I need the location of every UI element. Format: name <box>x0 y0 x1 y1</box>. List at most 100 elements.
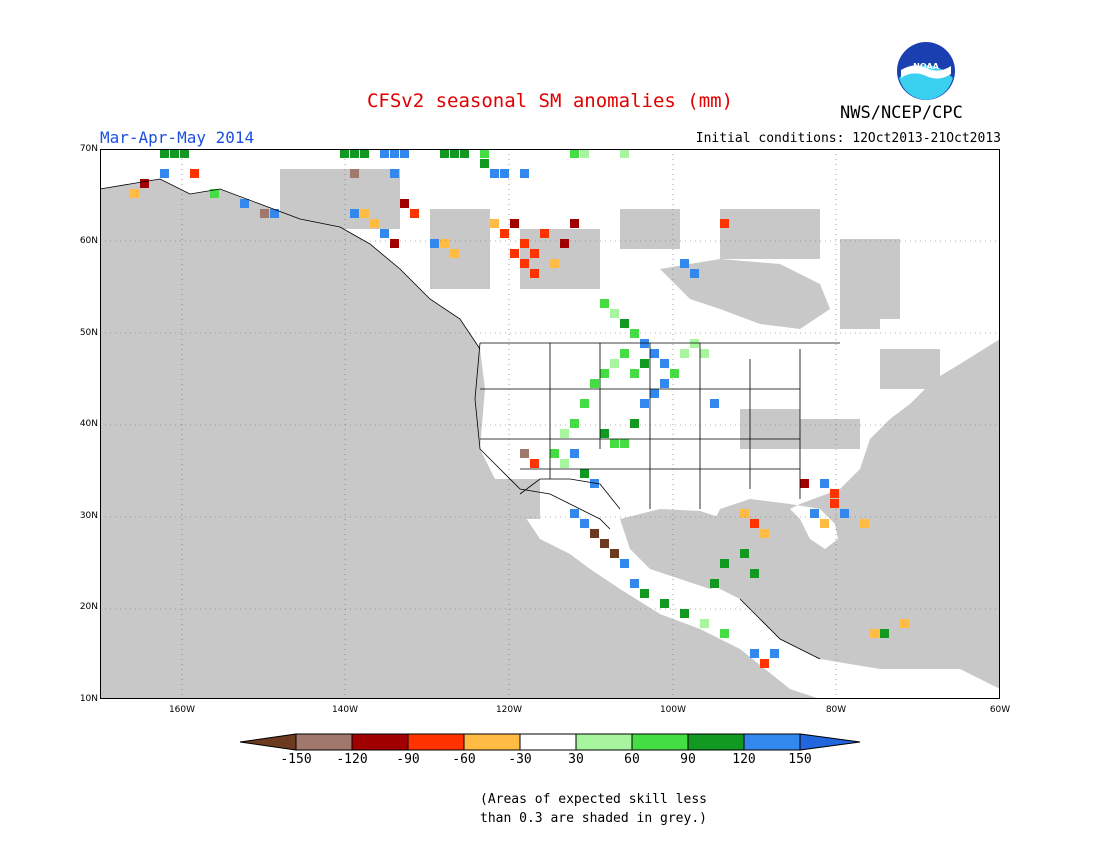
anomaly-cell <box>560 459 569 468</box>
anomaly-cell <box>210 189 219 198</box>
anomaly-cell <box>640 359 649 368</box>
skill-note-line1: (Areas of expected skill less <box>480 792 707 807</box>
legend-tick-label: -150 <box>280 752 312 767</box>
anomaly-cell <box>630 369 639 378</box>
anomaly-cell <box>270 209 279 218</box>
anomaly-cell <box>520 449 529 458</box>
anomaly-cell <box>580 519 589 528</box>
anomaly-cell <box>600 369 609 378</box>
anomaly-cell <box>680 259 689 268</box>
anomaly-cell <box>570 449 579 458</box>
color-legend <box>239 733 861 751</box>
anomaly-cell <box>430 239 439 248</box>
lat-label: 50N <box>79 328 98 338</box>
lon-label: 160W <box>168 705 196 715</box>
anomaly-cell <box>490 219 499 228</box>
lat-label: 60N <box>79 236 98 246</box>
legend-swatch <box>295 733 353 751</box>
anomaly-cell <box>580 469 589 478</box>
anomaly-cell <box>350 169 359 178</box>
season-label: Mar-Apr-May 2014 <box>100 128 255 147</box>
anomaly-cell <box>740 549 749 558</box>
anomaly-cell <box>700 619 709 628</box>
anomaly-cell <box>830 499 839 508</box>
anomaly-cell <box>600 429 609 438</box>
anomaly-cell <box>820 519 829 528</box>
anomaly-cell <box>360 209 369 218</box>
anomaly-cell <box>610 359 619 368</box>
graticule <box>100 149 1000 699</box>
legend-tick-label: -120 <box>336 752 368 767</box>
anomaly-cell <box>870 629 879 638</box>
anomaly-cell <box>400 199 409 208</box>
legend-arrow-right <box>799 733 861 751</box>
anomaly-cell <box>590 379 599 388</box>
state-lines-vertical <box>549 343 801 509</box>
anomaly-cell <box>640 339 649 348</box>
anomaly-cell <box>570 149 579 158</box>
legend-swatch <box>519 733 577 751</box>
legend-swatch <box>351 733 409 751</box>
legend-swatch <box>575 733 633 751</box>
anomaly-cell <box>590 479 599 488</box>
legend-tick-label: -30 <box>508 752 532 767</box>
initial-conditions-label: Initial conditions: 12Oct2013-21Oct2013 <box>695 131 1001 146</box>
anomaly-cell <box>620 319 629 328</box>
anomaly-cell <box>390 169 399 178</box>
anomaly-cell <box>390 239 399 248</box>
lat-label: 70N <box>79 144 98 154</box>
us-west-coast <box>474 342 611 530</box>
anomaly-cell <box>560 429 569 438</box>
legend-swatch <box>743 733 801 751</box>
anomaly-cell <box>600 299 609 308</box>
skill-note-line2: than 0.3 are shaded in grey.) <box>480 811 707 826</box>
anomaly-cells <box>130 149 909 668</box>
hudson-bay <box>660 259 830 329</box>
anomaly-cell <box>490 169 499 178</box>
anomaly-cell <box>550 449 559 458</box>
legend-tick-label: 90 <box>680 752 696 767</box>
anomaly-cell <box>750 649 759 658</box>
anomaly-cell <box>630 329 639 338</box>
anomaly-cell <box>480 149 489 158</box>
anomaly-cell <box>840 509 849 518</box>
anomaly-cell <box>130 189 139 198</box>
anomaly-cell <box>440 239 449 248</box>
anomaly-cell <box>370 219 379 228</box>
lat-label: 40N <box>79 419 98 429</box>
legend-tick-label: -90 <box>396 752 420 767</box>
anomaly-cell <box>530 459 539 468</box>
anomaly-cell <box>750 569 759 578</box>
anomaly-cell <box>380 149 389 158</box>
anomaly-cell <box>660 379 669 388</box>
anomaly-cell <box>670 369 679 378</box>
anomaly-cell <box>610 549 619 558</box>
anomaly-cell <box>720 559 729 568</box>
map-title: CFSv2 seasonal SM anomalies (mm) <box>366 90 734 112</box>
lon-label: 80W <box>825 705 847 715</box>
legend-tick-label: 60 <box>624 752 640 767</box>
anomaly-cell <box>770 649 779 658</box>
anomaly-cell <box>900 619 909 628</box>
boundaries <box>100 178 840 660</box>
anomaly-cell <box>640 399 649 408</box>
anomaly-cell <box>630 579 639 588</box>
anomaly-cell <box>590 529 599 538</box>
anomaly-cell <box>170 149 179 158</box>
anomaly-cell <box>570 219 579 228</box>
anomaly-cell <box>650 389 659 398</box>
anomaly-cell <box>350 209 359 218</box>
anomaly-cell <box>650 349 659 358</box>
soil-moisture-map <box>100 149 1000 699</box>
anomaly-cell <box>260 209 269 218</box>
anomaly-cell <box>600 539 609 548</box>
anomaly-cell <box>660 599 669 608</box>
anomaly-cell <box>530 269 539 278</box>
anomaly-cell <box>540 229 549 238</box>
anomaly-cell <box>360 149 369 158</box>
anomaly-cell <box>140 179 149 188</box>
anomaly-cell <box>160 169 169 178</box>
anomaly-cell <box>510 219 519 228</box>
anomaly-cell <box>620 559 629 568</box>
anomaly-cell <box>400 149 409 158</box>
